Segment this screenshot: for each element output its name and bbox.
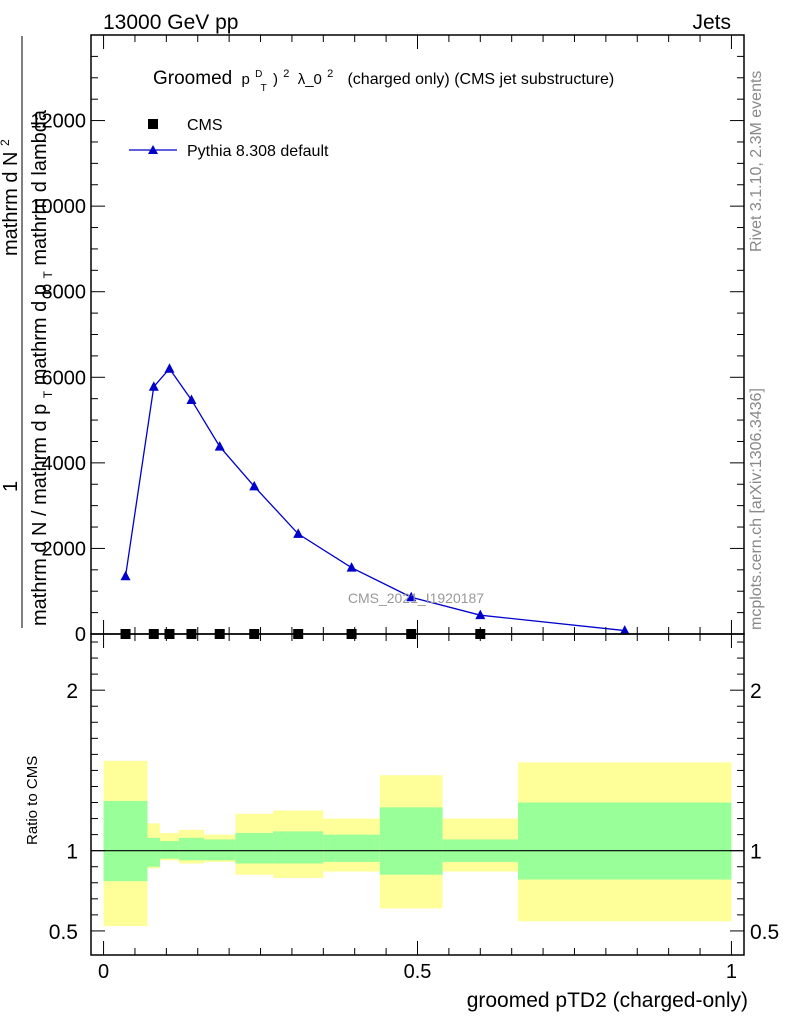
header-topic: Jets <box>692 11 731 34</box>
ratio-y-tick-label-right: 0.5 <box>750 921 779 944</box>
mcplots-label: mcplots.cern.ch [arXiv:1306.3436] <box>748 388 765 630</box>
pythia-point <box>475 609 486 620</box>
pythia-point <box>406 591 417 602</box>
ratio-y-tick-label-left: 1 <box>66 841 78 864</box>
analysis-watermark: CMS_2021_I1920187 <box>348 590 484 606</box>
pythia-point <box>249 480 260 491</box>
title-p-sub: T <box>261 83 267 94</box>
ylabel-num-text: mathrm d N <box>0 152 22 256</box>
legend-cms-marker <box>148 119 158 129</box>
ylabel-den-right: mathrm d lambda <box>29 109 51 265</box>
main-y-tick-label: 6000 <box>42 367 87 389</box>
main-y-tick-label: 4000 <box>42 453 87 475</box>
ratio-inner-band <box>273 831 324 864</box>
pythia-point <box>214 441 225 451</box>
legend-pythia-label: Pythia 8.308 default <box>187 143 329 160</box>
title-outer-sup: 2 <box>283 68 289 80</box>
ratio-inner-band <box>160 841 179 859</box>
ylabel-den-mid-sub: T <box>41 271 55 279</box>
pythia-point <box>148 381 159 391</box>
header-energy: 13000 GeV pp <box>103 11 238 34</box>
pythia-point <box>186 394 197 404</box>
ratio-inner-band <box>103 800 148 882</box>
main-y-tick-label: 0 <box>75 624 86 646</box>
ratio-y-label: Ratio to CMS <box>24 756 41 845</box>
title-lambda-sup: 2 <box>327 68 333 80</box>
title-p-sup: D <box>255 69 262 80</box>
ratio-y-tick-label-right: 2 <box>750 680 762 703</box>
pythia-point <box>120 570 131 581</box>
ylabel-lead: 1 <box>0 481 22 492</box>
title-lambda: λ_0 <box>298 71 322 88</box>
chart-title: Groomed p D T ) 2 λ_0 2 (charged only) (… <box>153 61 614 96</box>
ylabel-den-left: mathrm d N / mathrm d p <box>29 404 51 626</box>
title-tail: (charged only) (CMS jet substructure) <box>339 71 615 88</box>
ratio-inner-band <box>147 837 161 867</box>
ratio-panel: 0.5 0.51 12 2 0 0.5 1 Ratio to CMS groomed pT… <box>24 633 779 1012</box>
main-y-tick-label: 12000 <box>30 111 86 133</box>
main-panel: 0 2000 4000 6000 8000 10000 12000 Groomed p D … <box>0 34 745 646</box>
pythia-point <box>619 625 630 635</box>
title-p: p <box>241 71 249 88</box>
ratio-bands <box>103 760 732 927</box>
ratio-inner-band <box>178 837 205 861</box>
ylabel-den-mid: mathrm d p <box>29 284 51 385</box>
legend: CMS Pythia 8.308 default <box>129 117 329 160</box>
ratio-inner-band <box>235 833 274 864</box>
ylabel-denominator: mathrm d N / mathrm d p T mathrm d p T m… <box>29 109 57 626</box>
legend-cms-label: CMS <box>187 117 223 134</box>
ratio-y-tick-label-left: 0.5 <box>49 921 78 944</box>
ratio-x-ticks: 0 0.5 1 <box>98 634 737 983</box>
x-axis-label: groomed pTD2 (charged-only) <box>467 989 748 1012</box>
ratio-inner-band <box>323 834 380 862</box>
main-y-label: 1 mathrm d N 2 mathrm d N / mathrm d p T… <box>0 36 57 628</box>
x-tick-label: 0 <box>98 961 109 983</box>
ylabel-num-sup: 2 <box>0 139 12 146</box>
title-groomed: Groomed <box>153 68 232 89</box>
pythia-point <box>164 363 175 373</box>
ratio-inner-band <box>204 839 236 861</box>
ratio-y-tick-label-left: 2 <box>66 680 78 703</box>
ratio-inner-band <box>517 802 732 880</box>
main-y-ticks: 0 2000 4000 6000 8000 10000 12000 <box>30 34 744 646</box>
pythia-point <box>293 528 304 538</box>
ratio-inner-band <box>379 807 443 875</box>
main-x-ticks <box>103 35 732 634</box>
main-y-tick-label: 8000 <box>42 282 87 304</box>
title-paren-close: ) <box>273 71 278 88</box>
ylabel-numerator: mathrm d N 2 <box>0 139 22 256</box>
x-tick-label: 0.5 <box>404 961 432 983</box>
main-y-tick-label: 10000 <box>30 196 86 218</box>
legend-pythia-marker <box>148 145 158 154</box>
ylabel-den-left-sub: T <box>41 390 55 398</box>
ratio-y-tick-label-right: 1 <box>750 841 762 864</box>
x-tick-label: 1 <box>726 961 737 983</box>
pythia-point <box>346 562 357 572</box>
ratio-y-ticks: 0.5 0.5 1 1 2 2 <box>49 641 779 944</box>
rivet-version-label: Rivet 3.1.10, 2.3M events <box>748 71 765 252</box>
main-y-tick-label: 2000 <box>42 538 87 560</box>
